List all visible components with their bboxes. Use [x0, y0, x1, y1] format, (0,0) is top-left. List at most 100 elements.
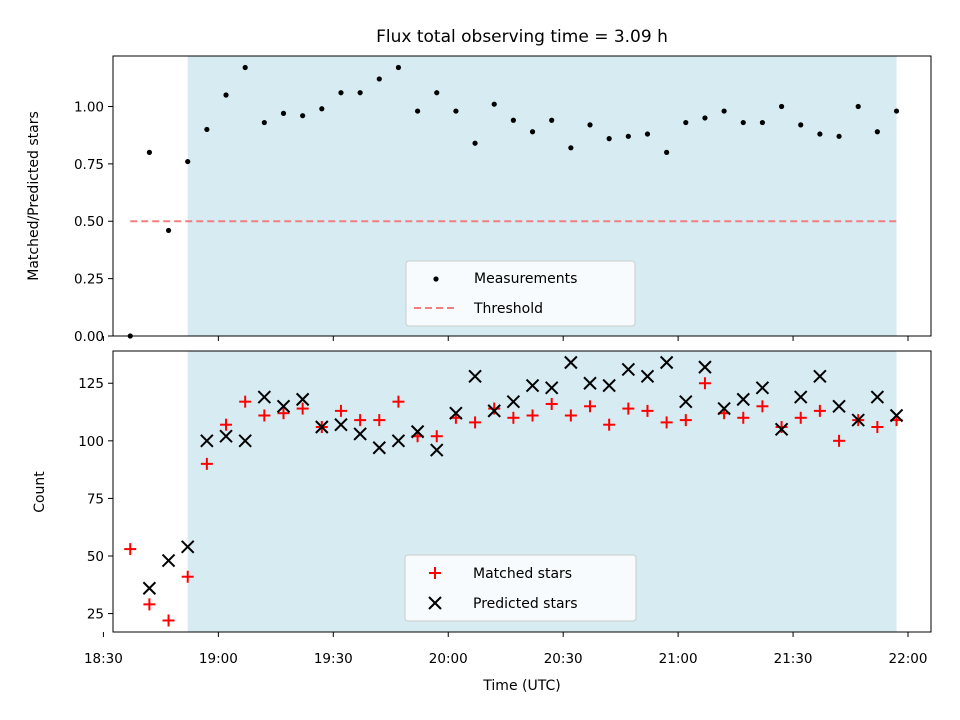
matched-star-point [526, 409, 539, 422]
measurement-point [146, 149, 152, 155]
x-axis-label: Time (UTC) [482, 678, 560, 694]
legend-matched-label: Matched stars [473, 566, 572, 582]
bottom-panel: 25 50 75 100 125 18:30 19:00 19:30 20:00 20:30 21… [32, 350, 932, 694]
measurement-point [472, 140, 478, 146]
measurement-point [587, 122, 593, 128]
matched-star-point [813, 404, 826, 417]
y-tick-label: 75 [87, 491, 104, 507]
measurement-point [510, 117, 516, 123]
measurement-point [683, 119, 689, 126]
measurement-point [836, 133, 842, 139]
predicted-star-point [774, 422, 789, 437]
legend-predicted-label: Predicted stars [473, 596, 578, 612]
predicted-star-point [544, 381, 559, 395]
measurement-point [165, 227, 172, 234]
measurement-point [300, 113, 306, 119]
legend-measurements-marker [433, 276, 439, 282]
top-panel-y-ticks: 0.00 0.25 0.50 0.75 1.00 [74, 99, 113, 345]
x-tick-label: 22:00 [889, 651, 928, 667]
x-tick-label: 18:30 [84, 651, 123, 667]
predicted-star-point [813, 369, 827, 384]
legend-matched-marker [429, 567, 441, 579]
matched-star-point [143, 598, 156, 611]
measurement-point [261, 119, 267, 126]
matched-star-point [488, 402, 501, 415]
predicted-star-point [506, 394, 521, 409]
matched-star-point [258, 409, 271, 422]
matched-star-point [220, 418, 233, 431]
top-panel-frame [112, 55, 932, 337]
x-tick-label: 20:00 [429, 651, 468, 667]
predicted-star-point [832, 399, 846, 413]
predicted-star-point [334, 417, 348, 432]
chart-title: Flux total observing time = 3.09 h [376, 27, 668, 47]
predicted-star-point [353, 427, 367, 441]
measurement-point [280, 110, 287, 116]
predicted-star-point [621, 362, 636, 377]
measurement-point [242, 64, 248, 71]
matched-star-point [334, 404, 347, 417]
bottom-panel-frame [112, 350, 932, 633]
predicted-star-point [410, 424, 425, 439]
x-tick-label: 19:00 [199, 651, 238, 667]
predicted-star-point [889, 408, 904, 423]
y-tick-label: 0.25 [74, 272, 104, 288]
predicted-star-point [564, 355, 578, 370]
x-tick-label: 21:00 [659, 651, 698, 667]
matched-star-point [794, 411, 807, 424]
matched-star-point [507, 411, 520, 424]
bottom-panel-legend: Matched stars Predicted stars [404, 554, 637, 622]
matched-star-point [603, 418, 616, 431]
y-tick-label: 0.75 [74, 157, 104, 173]
measurement-point [491, 101, 497, 107]
predicted-star-point [870, 390, 885, 404]
legend-measurements-label: Measurements [474, 271, 577, 287]
measurement-point [529, 129, 536, 135]
matched-star-point [679, 414, 692, 427]
predicted-star-point [794, 390, 808, 404]
predicted-star-point [468, 369, 482, 384]
matched-star-point [469, 416, 482, 429]
measurement-point [185, 158, 191, 165]
matched-star-point [564, 409, 577, 422]
measurement-point [625, 133, 631, 139]
measurement-point [434, 90, 440, 96]
matched-star-point [833, 434, 846, 447]
predicted-star-point [142, 581, 157, 595]
y-tick-label: 0.50 [74, 214, 104, 230]
matched-star-point [737, 411, 750, 424]
matched-star-point [162, 614, 175, 627]
predicted-star-point [717, 401, 731, 416]
matched-star-point [392, 395, 405, 408]
matched-star-point [871, 421, 884, 434]
measurement-point [606, 136, 612, 142]
measurement-point [817, 131, 823, 137]
predicted-star-point [276, 399, 291, 413]
top-panel-marks [127, 64, 900, 339]
bottom-panel-y-ticks: 25 50 75 100 125 [78, 376, 113, 623]
x-tick-label: 20:30 [544, 651, 583, 667]
predicted-star-point [372, 441, 386, 455]
legend-threshold-label: Threshold [473, 301, 543, 317]
legend-predicted-marker [428, 596, 442, 610]
predicted-star-point [181, 540, 195, 554]
matched-star-point [756, 400, 769, 413]
measurement-point [376, 76, 382, 82]
matched-star-point [181, 570, 194, 583]
measurement-point [721, 108, 727, 114]
predicted-star-point [640, 369, 655, 384]
y-tick-label: 1.00 [74, 99, 104, 115]
y-tick-label: 125 [78, 376, 104, 392]
predicted-star-point [219, 429, 233, 443]
predicted-star-point [602, 378, 616, 393]
predicted-star-point [525, 378, 540, 393]
bottom-panel-x-ticks: 18:30 19:00 19:30 20:00 20:30 21:00 21:30 22:00 [84, 632, 927, 667]
measurement-point [204, 126, 210, 133]
x-tick-label: 19:30 [314, 651, 353, 667]
measurement-point [357, 90, 363, 96]
predicted-star-point [736, 392, 750, 407]
matched-star-point [373, 414, 386, 427]
predicted-star-point [295, 392, 310, 407]
predicted-star-point [659, 355, 674, 370]
